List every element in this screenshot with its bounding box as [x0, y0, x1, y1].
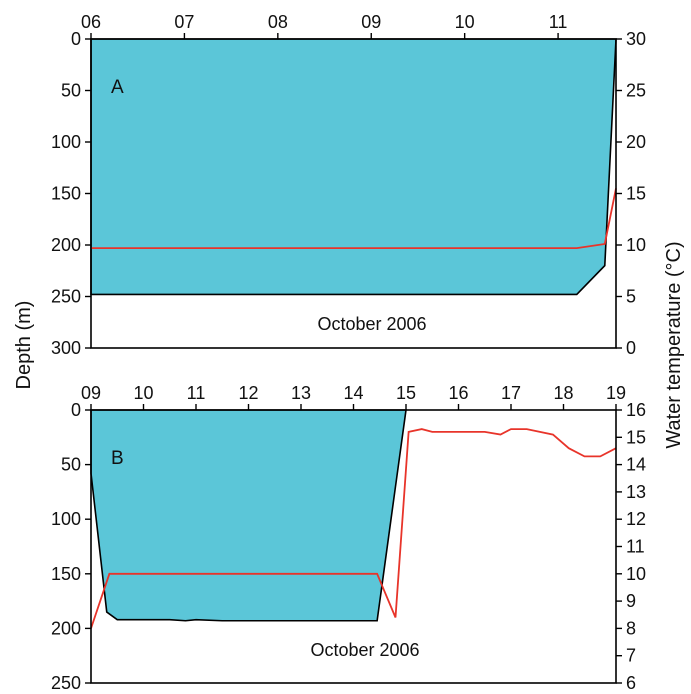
depth-tick-label: 0 [71, 29, 81, 49]
x-tick-label: 10 [133, 383, 153, 403]
temperature-tick-label: 13 [626, 482, 646, 502]
temperature-tick-label: 9 [626, 591, 636, 611]
right-axis-title: Water temperature (°C) [663, 241, 685, 448]
depth-tick-label: 200 [51, 235, 81, 255]
depth-tick-label: 300 [51, 338, 81, 358]
temperature-tick-label: 11 [626, 537, 645, 557]
depth-tick-label: 150 [51, 184, 81, 204]
temperature-series-line [90, 428, 617, 629]
temperature-tick-label: 5 [626, 287, 636, 307]
depth-tick-label: 50 [61, 81, 81, 101]
x-tick-label: 10 [455, 12, 475, 32]
x-tick-label: 19 [606, 383, 626, 403]
depth-tick-label: 250 [51, 673, 81, 693]
x-tick-label: 07 [174, 12, 194, 32]
x-tick-label: 11 [187, 383, 206, 403]
depth-tick-label: 50 [61, 455, 81, 475]
x-tick-label: 09 [361, 12, 381, 32]
x-tick-label: 13 [291, 383, 311, 403]
temperature-series-line [91, 188, 617, 249]
temperature-tick-label: 0 [626, 338, 636, 358]
x-tick-label: 18 [553, 383, 573, 403]
temperature-tick-label: 25 [626, 81, 646, 101]
panel-label: A [111, 77, 124, 98]
panel-label: B [111, 448, 124, 469]
temperature-tick-label: 6 [626, 673, 636, 693]
x-tick-label: 11 [549, 12, 568, 32]
temperature-tick-label: 15 [626, 184, 646, 204]
depth-tick-label: 100 [51, 509, 81, 529]
panel-b: 09 10 11 12 13 14 15 16 17 18 19 0 50 100 150 200 250 6 7 8… [51, 383, 646, 693]
temperature-tick-label: 12 [626, 509, 646, 529]
temperature-tick-label: 7 [626, 646, 636, 666]
x-tick-label: 14 [343, 383, 363, 403]
temperature-tick-label: 30 [626, 29, 646, 49]
temperature-tick-label: 8 [626, 618, 636, 638]
x-tick-label: 16 [448, 383, 468, 403]
temperature-tick-label: 15 [626, 427, 646, 447]
depth-series-area [90, 38, 617, 296]
left-axis-title: Depth (m) [13, 301, 35, 390]
panel-caption: October 2006 [317, 314, 426, 334]
panel-caption: October 2006 [310, 640, 419, 660]
depth-tick-label: 150 [51, 564, 81, 584]
temperature-tick-label: 10 [626, 235, 646, 255]
x-tick-label: 17 [501, 383, 521, 403]
depth-tick-label: 250 [51, 287, 81, 307]
panel-a: 06 07 08 09 10 11 0 50 100 150 200 250 300 0 5 10 15 20 25… [51, 12, 646, 358]
x-tick-label: 15 [396, 383, 416, 403]
x-tick-label: 12 [238, 383, 258, 403]
x-tick-label: 08 [268, 12, 288, 32]
depth-tick-label: 100 [51, 132, 81, 152]
temperature-tick-label: 20 [626, 132, 646, 152]
depth-tick-label: 200 [51, 618, 81, 638]
x-tick-label: 09 [81, 383, 101, 403]
depth-series-area [90, 409, 407, 622]
depth-tick-label: 0 [71, 400, 81, 420]
temperature-tick-label: 10 [626, 564, 646, 584]
temperature-tick-label: 16 [626, 400, 646, 420]
temperature-tick-label: 14 [626, 455, 646, 475]
x-tick-label: 06 [81, 12, 101, 32]
